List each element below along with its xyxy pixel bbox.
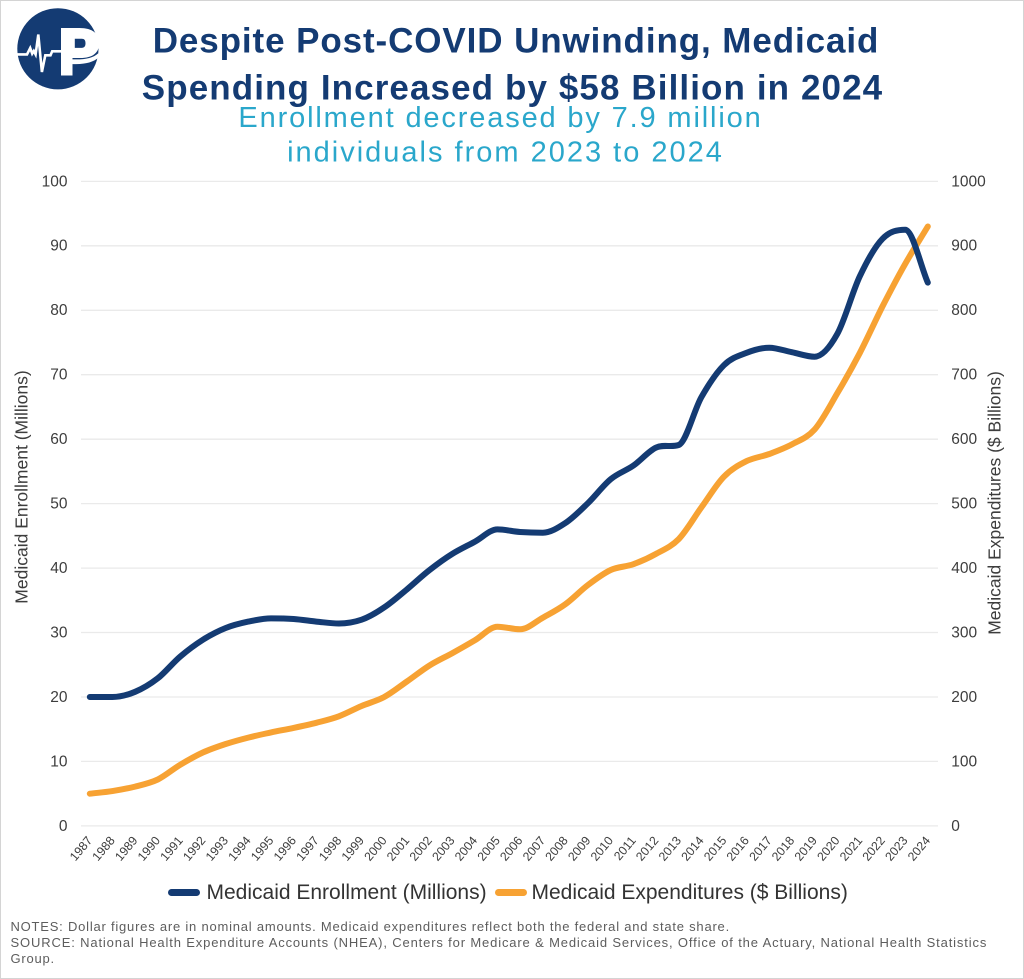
svg-text:300: 300 [951,624,977,641]
svg-text:800: 800 [951,302,977,319]
svg-text:100: 100 [951,753,977,770]
svg-text:Medicaid Expenditures ($ Billi: Medicaid Expenditures ($ Billions) [532,881,848,904]
svg-text:10: 10 [50,753,68,770]
svg-text:80: 80 [50,302,68,319]
svg-text:individuals from 2023 to 2024: individuals from 2023 to 2024 [287,137,724,169]
svg-text:100: 100 [42,173,68,190]
svg-text:70: 70 [50,367,68,384]
svg-text:20: 20 [50,689,68,706]
svg-text:Medicaid Expenditures ($ Billi: Medicaid Expenditures ($ Billions) [985,371,1005,635]
svg-text:50: 50 [50,496,68,513]
svg-text:Medicaid Enrollment (Millions): Medicaid Enrollment (Millions) [207,881,487,904]
svg-text:0: 0 [59,818,68,835]
svg-text:200: 200 [951,689,977,706]
svg-text:0: 0 [951,818,960,835]
svg-text:40: 40 [50,560,68,577]
svg-text:Group.: Group. [11,951,55,966]
svg-text:500: 500 [951,496,977,513]
svg-text:Despite Post-COVID Unwinding,: Despite Post-COVID Unwinding, Medicaid [153,22,879,61]
svg-text:600: 600 [951,431,977,448]
svg-text:30: 30 [50,624,68,641]
svg-text:Spending Increased by $58 Bill: Spending Increased by $58 Billion in 202… [142,68,883,107]
svg-text:90: 90 [50,238,68,255]
svg-text:Medicaid Enrollment (Millions): Medicaid Enrollment (Millions) [12,370,32,603]
svg-text:400: 400 [951,560,977,577]
svg-text:Enrollment decreased by 7.9 mi: Enrollment decreased by 7.9 million [238,102,762,134]
svg-text:700: 700 [951,367,977,384]
svg-text:900: 900 [951,238,977,255]
svg-text:1000: 1000 [951,173,986,190]
svg-text:NOTES: Dollar figures are in n: NOTES: Dollar figures are in nominal amo… [11,919,730,934]
svg-text:60: 60 [50,431,68,448]
svg-text:SOURCE: National Health Expend: SOURCE: National Health Expenditure Acco… [11,935,988,950]
